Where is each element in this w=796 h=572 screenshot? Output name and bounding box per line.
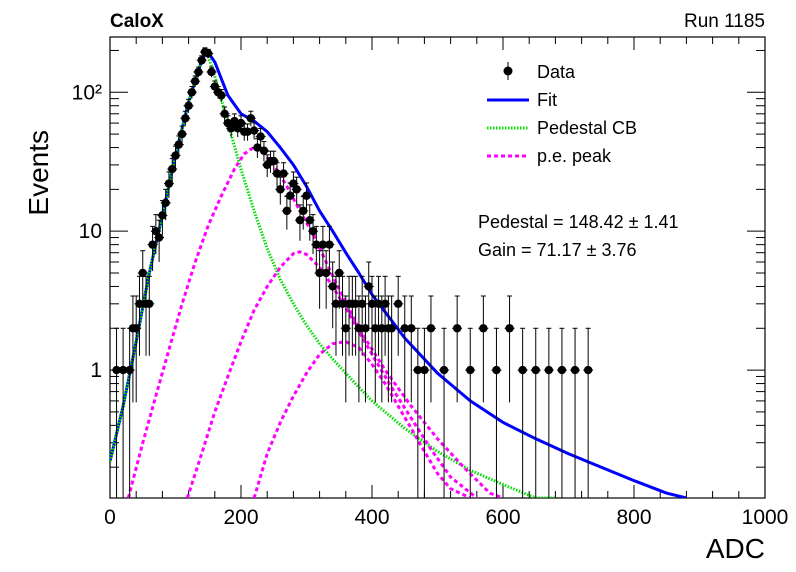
data-point <box>386 295 397 403</box>
data-point <box>144 275 155 356</box>
data-point <box>137 250 148 309</box>
data-point <box>350 275 361 356</box>
data-point <box>177 125 188 144</box>
x-axis-title: ADC <box>706 533 765 564</box>
x-tick-label: 600 <box>485 506 520 529</box>
x-tick-label: 800 <box>616 506 651 529</box>
data-point <box>478 295 489 403</box>
data-point <box>334 250 345 309</box>
y-tick-label: 10 <box>79 220 102 243</box>
data-point <box>183 98 194 113</box>
data-point <box>393 275 404 356</box>
data-point <box>193 66 204 78</box>
data-point <box>376 295 387 403</box>
data-point <box>186 86 197 99</box>
legend-label-pedestal: Pedestal CB <box>537 118 637 138</box>
legend-label-data: Data <box>537 62 576 82</box>
pedestal-annotation: Pedestal = 148.42 ± 1.41 <box>478 212 679 232</box>
data-point <box>252 138 263 158</box>
data-point <box>258 141 269 162</box>
legend-label-pe: p.e. peak <box>537 146 612 166</box>
data-point <box>272 162 283 187</box>
data-point <box>556 327 567 498</box>
run-label: Run 1185 <box>684 11 765 32</box>
data-point <box>196 55 207 66</box>
data-point <box>491 327 502 498</box>
data-point <box>304 204 315 241</box>
x-tick-label: 200 <box>223 506 258 529</box>
data-point <box>180 110 191 127</box>
data-point <box>150 214 161 255</box>
data-point <box>301 182 312 212</box>
data-point <box>291 176 302 205</box>
data-point <box>425 295 436 403</box>
data-point <box>324 225 335 271</box>
data-point <box>380 275 391 356</box>
data-point <box>278 162 289 187</box>
data-point <box>353 295 364 403</box>
data-point <box>465 327 476 498</box>
data-point <box>206 66 217 78</box>
data-point <box>412 327 423 498</box>
plot-frame <box>109 36 766 499</box>
data-point <box>321 250 332 309</box>
gain-annotation: Gain = 71.17 ± 3.76 <box>478 240 637 260</box>
data-points <box>111 47 594 498</box>
x-tick-label: 400 <box>354 506 389 529</box>
data-point <box>255 127 266 146</box>
data-point <box>236 115 246 132</box>
experiment-label: CaloX <box>110 11 164 32</box>
data-point <box>308 214 319 255</box>
data-point <box>163 171 174 199</box>
x-tick-label: 1000 <box>742 506 789 529</box>
legend-marker-data <box>503 62 513 80</box>
data-point <box>543 327 554 498</box>
data-point <box>530 327 541 498</box>
data-point <box>242 123 253 141</box>
y-axis-title: Events <box>23 130 54 216</box>
axis-ticks <box>109 37 766 498</box>
data-point <box>406 295 417 403</box>
data-point <box>249 122 260 140</box>
legend-label-fit: Fit <box>537 90 557 110</box>
data-point <box>203 48 214 59</box>
data-point <box>363 261 374 329</box>
data-point <box>504 295 515 403</box>
data-point <box>370 295 381 403</box>
y-tick-label: 10² <box>72 81 102 104</box>
data-point <box>419 327 430 498</box>
data-point <box>570 327 581 498</box>
data-point <box>275 176 286 205</box>
data-point <box>439 327 450 498</box>
data-point <box>452 295 463 403</box>
legend: Data Fit Pedestal CB p.e. peak <box>487 62 637 166</box>
data-point <box>160 188 171 221</box>
data-point <box>118 327 129 498</box>
data-point <box>154 219 165 263</box>
pe-peak-2-curve <box>185 250 478 498</box>
y-tick-label: 1 <box>90 359 102 382</box>
data-point <box>245 110 256 127</box>
data-point <box>517 327 528 498</box>
x-tick-label: 0 <box>104 506 116 529</box>
data-point <box>190 75 201 88</box>
data-point <box>167 158 178 182</box>
data-point <box>340 295 351 403</box>
data-point <box>583 327 594 498</box>
data-point <box>337 275 348 356</box>
data-point <box>216 88 227 102</box>
